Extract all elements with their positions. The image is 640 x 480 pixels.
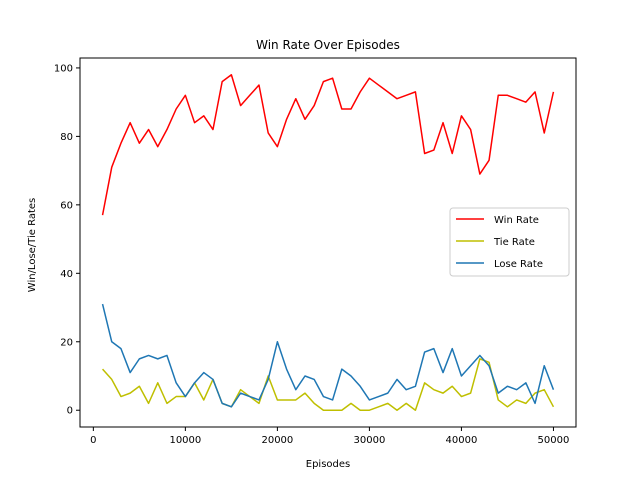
- legend-label-lose-rate: Lose Rate: [494, 259, 543, 270]
- series-line-win-rate: [101, 74, 555, 216]
- x-tick-label: 40000: [446, 435, 478, 446]
- y-tick-label: 0: [67, 406, 73, 417]
- legend-label-tie-rate: Tie Rate: [493, 237, 535, 248]
- x-tick-label: 30000: [354, 435, 386, 446]
- plot-frame: [79, 57, 577, 428]
- x-tick-label: 0: [90, 435, 96, 446]
- x-tick-label: 20000: [261, 435, 293, 446]
- chart-title: Win Rate Over Episodes: [256, 38, 400, 52]
- y-axis-title: Win/Lose/Tie Rates: [27, 198, 38, 292]
- y-tick-label: 20: [60, 337, 73, 348]
- legend: Win Rate Tie Rate Lose Rate: [449, 207, 570, 277]
- x-axis-title: Episodes: [306, 459, 350, 470]
- legend-box: [449, 207, 570, 277]
- plot-area: 0 10000 20000 30000 40000 50000 0 20 40 60 80 100: [54, 63, 569, 446]
- series-line-lose-rate: [101, 303, 555, 408]
- x-tick-label: 10000: [169, 435, 201, 446]
- legend-label-win-rate: Win Rate: [494, 215, 539, 226]
- y-tick-label: 80: [60, 132, 73, 143]
- series-line-tie-rate: [101, 358, 555, 411]
- y-tick-label: 40: [60, 269, 73, 280]
- y-tick-label: 100: [54, 63, 73, 74]
- x-tick-label: 50000: [538, 435, 570, 446]
- y-tick-label: 60: [60, 200, 73, 211]
